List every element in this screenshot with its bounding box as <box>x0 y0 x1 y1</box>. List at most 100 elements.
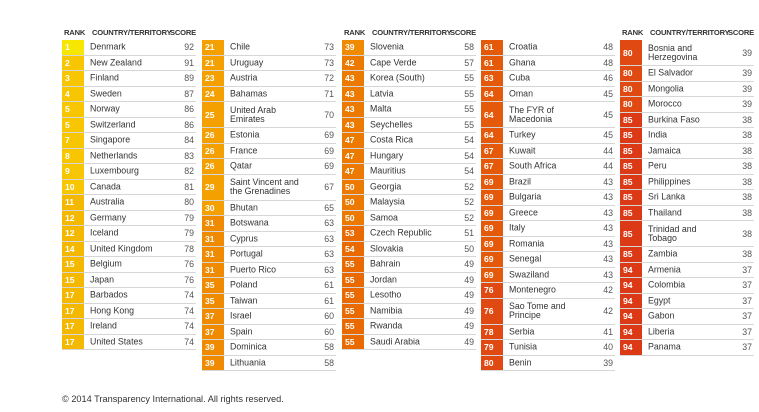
rank-cell: 24 <box>202 86 224 101</box>
country-name: Cape Verde <box>370 57 417 68</box>
rank-value: 63 <box>484 73 494 84</box>
country-name: Bahamas <box>230 88 268 99</box>
rank-cell: 5 <box>62 102 84 117</box>
country-name: Denmark <box>90 41 126 52</box>
rank-value: 10 <box>65 181 75 192</box>
score-value: 41 <box>603 326 613 337</box>
rank-value: 69 <box>484 192 494 203</box>
country-name: Cuba <box>509 72 531 83</box>
table-row: 85 Burkina Faso 38 <box>620 112 754 128</box>
rank-cell: 85 <box>620 159 642 174</box>
country-name: Sri Lanka <box>648 191 686 202</box>
rank-cell: 94 <box>620 293 642 308</box>
country-name: Puerto Rico <box>230 264 276 275</box>
country-name: Liberia <box>648 326 675 337</box>
table-row: 85 Jamaica 38 <box>620 143 754 159</box>
table-row: 37 Spain 60 <box>202 324 336 340</box>
rank-cell: 37 <box>202 309 224 324</box>
table-column: RANK COUNTRY/TERRITORY SCORE 39 Slovenia 58 42… <box>342 26 476 352</box>
table-row: 67 Kuwait 44 <box>481 143 615 159</box>
table-row: 85 Trinidad and Tobago 38 <box>620 221 754 247</box>
country-name: Czech Republic <box>370 227 432 238</box>
country-name: Morocco <box>648 98 682 109</box>
rank-value: 39 <box>205 342 215 353</box>
rank-value: 17 <box>65 321 75 332</box>
country-name: Benin <box>509 357 532 368</box>
rank-value: 43 <box>345 88 355 99</box>
table-row: 26 Estonia 69 <box>202 128 336 144</box>
score-value: 37 <box>742 280 752 291</box>
table-row: 23 Austria 72 <box>202 71 336 87</box>
rank-cell: 69 <box>481 205 503 220</box>
country-name: Barbados <box>90 289 128 300</box>
country-name: Oman <box>509 88 533 99</box>
country-name: Montenegro <box>509 284 556 295</box>
rank-cell: 85 <box>620 190 642 205</box>
table-row: 9 Luxembourg 82 <box>62 164 196 180</box>
rank-value: 69 <box>484 238 494 249</box>
country-name: Iceland <box>90 227 119 238</box>
rank-cell: 94 <box>620 278 642 293</box>
score-value: 45 <box>603 130 613 141</box>
country-name: Ghana <box>509 57 536 68</box>
country-name: Bahrain <box>370 258 401 269</box>
score-value: 69 <box>324 145 334 156</box>
rank-value: 26 <box>205 161 215 172</box>
rank-value: 43 <box>345 119 355 130</box>
rank-cell: 47 <box>342 164 364 179</box>
table-row: 2 New Zealand 91 <box>62 55 196 71</box>
rank-cell: 14 <box>62 241 84 256</box>
country-name: Spain <box>230 326 253 337</box>
country-name: Malta <box>370 103 392 114</box>
score-value: 71 <box>324 88 334 99</box>
country-name: Dominica <box>230 341 267 352</box>
score-value: 74 <box>184 305 194 316</box>
rank-cell: 47 <box>342 133 364 148</box>
table-row: 47 Hungary 54 <box>342 148 476 164</box>
rank-cell: 30 <box>202 200 224 215</box>
score-value: 37 <box>742 264 752 275</box>
country-name: Peru <box>648 160 667 171</box>
score-value: 79 <box>184 212 194 223</box>
country-name: Trinidad and Tobago <box>648 223 697 243</box>
country-name: United Arab Emirates <box>230 104 276 124</box>
table-row: 94 Armenia 37 <box>620 262 754 278</box>
rank-value: 64 <box>484 109 494 120</box>
country-name: Bosnia and Herzegovina <box>648 42 698 62</box>
country-name: India <box>648 129 668 140</box>
country-header: COUNTRY/TERRITORY <box>650 28 730 37</box>
rank-value: 94 <box>623 295 633 306</box>
table-row: 14 United Kingdom 78 <box>62 241 196 257</box>
rank-cell: 80 <box>620 81 642 96</box>
score-value: 65 <box>324 202 334 213</box>
rank-value: 69 <box>484 223 494 234</box>
table-row: 31 Botswana 63 <box>202 216 336 232</box>
table-row: 15 Belgium 76 <box>62 257 196 273</box>
table-row: 5 Norway 86 <box>62 102 196 118</box>
score-value: 37 <box>742 326 752 337</box>
rank-cell: 21 <box>202 55 224 70</box>
table-row: 5 Switzerland 86 <box>62 117 196 133</box>
rank-cell: 35 <box>202 278 224 293</box>
score-value: 60 <box>324 311 334 322</box>
country-name: Singapore <box>90 134 131 145</box>
rank-cell: 21 <box>202 40 224 55</box>
rank-cell: 39 <box>342 40 364 55</box>
country-name: Switzerland <box>90 119 136 130</box>
rank-cell: 80 <box>620 66 642 81</box>
rank-cell: 47 <box>342 148 364 163</box>
score-value: 78 <box>184 243 194 254</box>
country-name: Italy <box>509 222 526 233</box>
table-row: 69 Bulgaria 43 <box>481 190 615 206</box>
rank-cell: 85 <box>620 221 642 246</box>
rank-cell: 26 <box>202 159 224 174</box>
score-value: 81 <box>184 181 194 192</box>
country-name: Taiwan <box>230 295 258 306</box>
score-value: 45 <box>603 109 613 120</box>
rank-cell: 94 <box>620 309 642 324</box>
country-name: Chile <box>230 41 251 52</box>
country-name: Lithuania <box>230 357 266 368</box>
rank-value: 94 <box>623 280 633 291</box>
rank-cell: 39 <box>202 355 224 370</box>
rank-cell: 80 <box>481 355 503 370</box>
